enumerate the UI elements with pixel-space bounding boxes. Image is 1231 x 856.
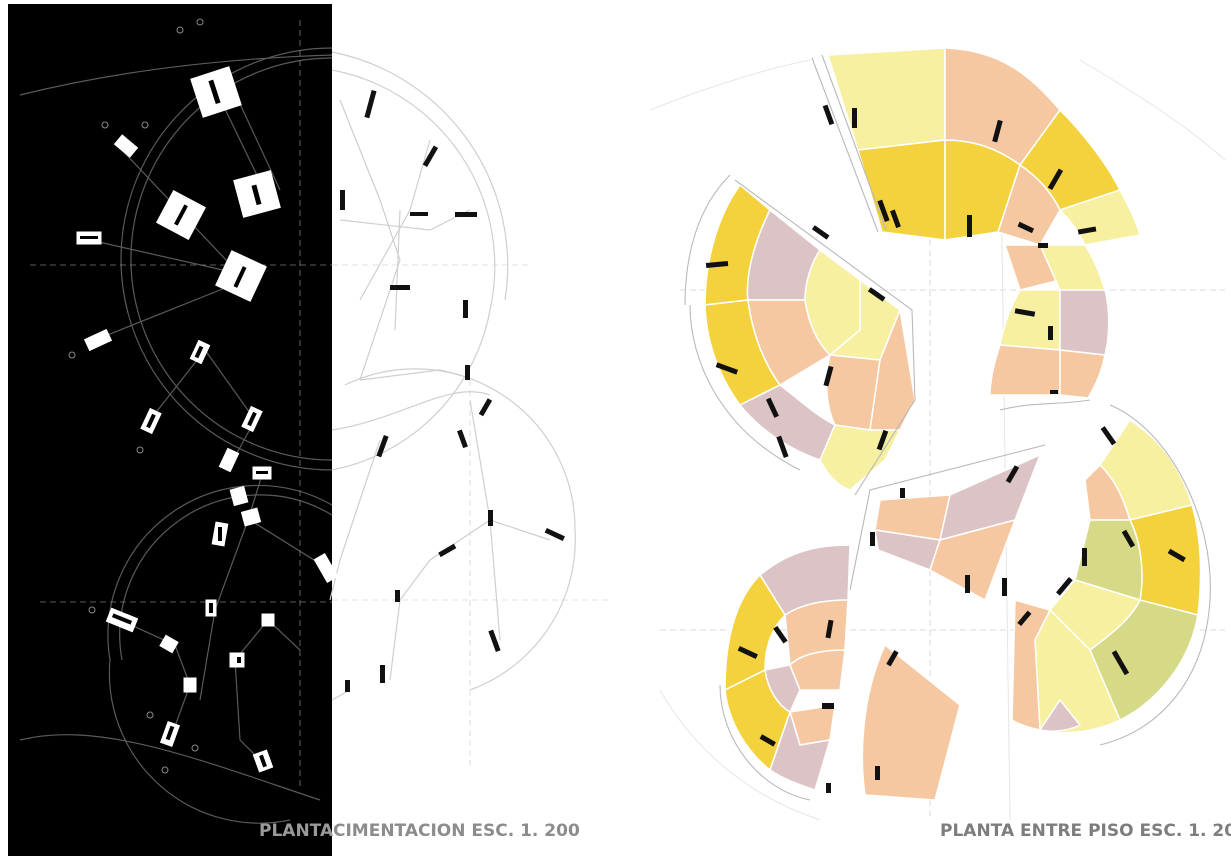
foundation-light-axes	[332, 264, 610, 770]
foundation-light-footings	[340, 89, 565, 692]
dark-panel	[8, 4, 332, 856]
foundation-light-linework	[329, 51, 576, 701]
foundation-dark-axes	[30, 20, 332, 790]
foundation-dark-linework	[19, 47, 333, 824]
zone	[999, 289, 1061, 351]
foundation-plan: PLANTA CIMENTACION ESC. 1. 200	[8, 4, 610, 856]
zone	[997, 163, 1061, 246]
sector-e	[1011, 418, 1202, 734]
sector-f	[724, 544, 851, 791]
zone	[1011, 599, 1052, 731]
foundation-pad-bars	[80, 79, 268, 768]
sector-a	[826, 47, 1141, 246]
zone	[1059, 349, 1106, 399]
zone	[819, 424, 902, 491]
mezzanine-caption: PLANTA ENTRE PISO ESC. 1. 200	[940, 821, 1231, 841]
zone	[764, 664, 801, 714]
zone	[861, 643, 961, 801]
sector-g	[861, 643, 961, 801]
zone	[1059, 289, 1110, 356]
zone	[1038, 698, 1082, 732]
foundation-caption-light-part: CIMENTACION ESC. 1. 200	[333, 821, 580, 841]
zone	[769, 709, 832, 791]
zone	[929, 518, 1017, 602]
mezzanine-columns	[705, 104, 1186, 793]
sector-c	[989, 244, 1110, 399]
mezzanine-plan: PLANTA ENTRE PISO ESC. 1. 200	[649, 47, 1231, 841]
zone	[789, 649, 846, 691]
mezzanine-outlines	[684, 54, 1211, 801]
zone	[989, 344, 1061, 396]
sector-d	[874, 453, 1042, 602]
zone	[826, 47, 946, 151]
foundation-caption-dark-part: PLANTA	[259, 821, 334, 841]
foundation-grid-bubbles	[68, 18, 204, 774]
zone	[869, 307, 916, 431]
